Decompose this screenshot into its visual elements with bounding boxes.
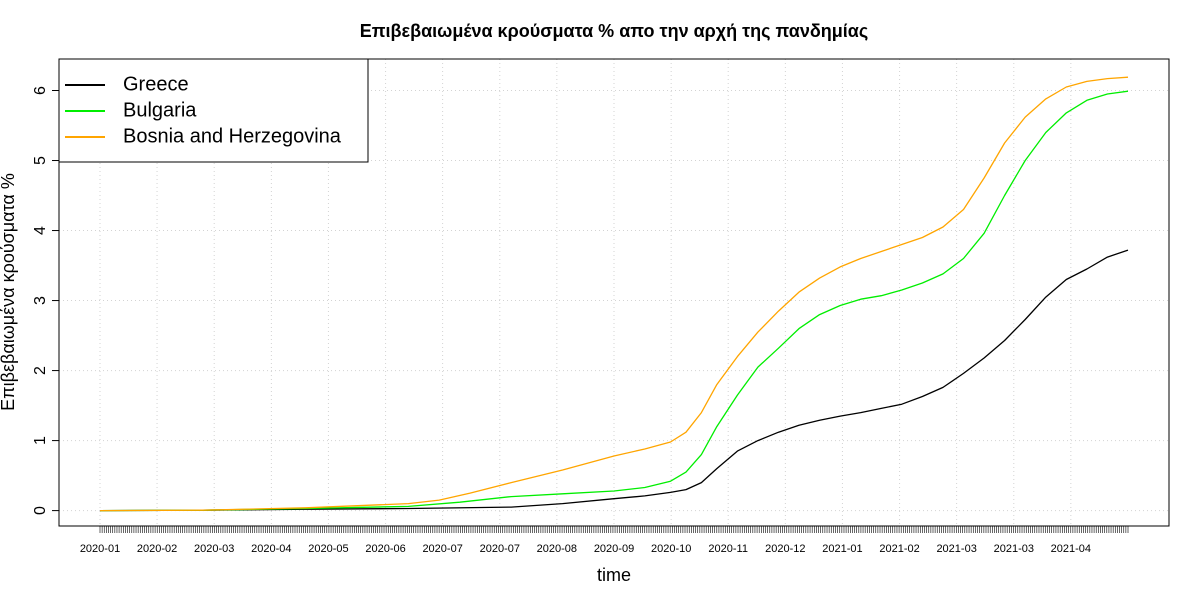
x-tick-label: 2020-07	[480, 543, 520, 555]
legend-label: Bulgaria	[123, 99, 197, 121]
y-tick-label: 2	[32, 366, 49, 375]
x-tick-label: 2020-01	[80, 543, 120, 555]
x-tick-label: 2020-12	[765, 543, 805, 555]
y-tick-label: 0	[32, 506, 49, 515]
series-lines	[99, 76, 1129, 512]
x-tick-label: 2020-05	[308, 543, 348, 555]
y-tick-label: 6	[32, 86, 49, 95]
series-line-bosnia-and-herzegovina	[99, 76, 1129, 512]
chart-title: Επιβεβαιωμένα κρούσματα % απο την αρχή τ…	[360, 21, 868, 41]
x-tick-label: 2020-10	[651, 543, 691, 555]
series-line-greece	[99, 249, 1129, 512]
x-tick-label: 2020-03	[194, 543, 234, 555]
x-axis-title: time	[597, 565, 631, 585]
y-tick-label: 4	[32, 226, 49, 235]
series-line-bulgaria	[99, 90, 1129, 512]
x-tick-marks	[99, 526, 1129, 533]
legend: Greece Bulgaria Bosnia and Herzegovina	[58, 58, 369, 163]
x-axis-ticks: 2020-01 2020-02 2020-03 2020-04 2020-05 2020-…	[80, 526, 1129, 555]
x-tick-label: 2021-02	[879, 543, 919, 555]
y-tick-label: 1	[32, 436, 49, 445]
x-tick-label: 2021-04	[1051, 543, 1091, 555]
y-tick-label: 3	[32, 296, 49, 305]
x-tick-label: 2020-02	[137, 543, 177, 555]
x-tick-label: 2021-03	[936, 543, 976, 555]
x-tick-label: 2020-07	[422, 543, 462, 555]
x-tick-label: 2020-06	[365, 543, 405, 555]
y-axis-title: Επιβεβαιωμένα κρούσματα %	[0, 173, 18, 411]
y-axis-ticks: 0 1 2 3 4 5 6	[32, 86, 59, 515]
y-tick-label: 5	[32, 156, 49, 165]
x-tick-label: 2020-04	[251, 543, 291, 555]
x-tick-label: 2020-08	[537, 543, 577, 555]
x-tick-label: 2020-09	[594, 543, 634, 555]
x-tick-label: 2020-11	[708, 543, 748, 555]
legend-label: Greece	[123, 73, 189, 95]
x-tick-label: 2021-03	[994, 543, 1034, 555]
plot-frame	[58, 58, 1170, 527]
x-tick-label: 2021-01	[822, 543, 862, 555]
legend-label: Bosnia and Herzegovina	[123, 125, 342, 147]
legend-box	[58, 58, 369, 163]
